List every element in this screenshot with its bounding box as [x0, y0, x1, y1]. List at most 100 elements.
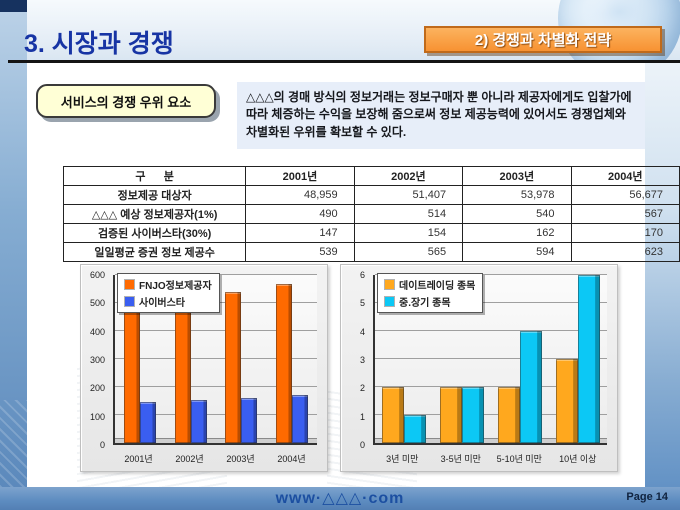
website-url: www·△△△·com: [275, 490, 405, 507]
table-row: △△△ 예상 정보제공자(1%) 490 514 540 567: [62, 204, 680, 224]
section-badge: 2) 경쟁과 차별화 전략: [424, 26, 662, 53]
legend-item: 중.장기 종목: [384, 294, 475, 309]
plot-area: [373, 274, 607, 445]
x-tick-label: 3-5년 미만: [440, 454, 481, 464]
bar-groups: [115, 275, 317, 443]
bar-사이버스타: [190, 399, 207, 443]
gridline: [375, 414, 607, 415]
y-tick-label: 0: [359, 440, 365, 450]
bar-중.장기 종목: [520, 331, 542, 443]
table-header-cell: 2002년: [353, 166, 464, 186]
chart-info-providers: 0 100 200 300 400 500 600 2001년 2002년 2003년 2004년…: [80, 264, 328, 472]
table-header-cell: 구 분: [62, 166, 247, 186]
legend-item: FNJO정보제공자: [124, 277, 212, 292]
y-tick-label: 600: [89, 270, 105, 280]
gridline: [375, 302, 607, 303]
x-tick-label: 2002년: [175, 454, 204, 464]
table-header: 구 분 2001년 2002년 2003년 2004년: [62, 166, 680, 186]
page-title: 3. 시장과 경쟁: [24, 30, 174, 58]
y-tick-label: 300: [89, 355, 105, 365]
bar-FNJO정보제공자: [124, 305, 141, 443]
value-cell: 51,407: [353, 185, 464, 205]
bar-사이버스타: [241, 397, 258, 443]
value-cell: 154: [353, 223, 464, 243]
x-tick-label: 10년 이상: [559, 454, 597, 464]
right-edge-strip: [645, 63, 680, 487]
value-cell: 539: [245, 242, 355, 262]
bar-중.장기 종목: [578, 275, 600, 443]
bar-FNJO정보제공자: [225, 291, 242, 443]
corner-accent: [0, 0, 27, 12]
table-row: 정보제공 대상자 48,959 51,407 53,978 56,677: [62, 185, 680, 205]
plot-floor: [115, 438, 317, 443]
value-cell: 540: [462, 204, 572, 224]
bar-group: [433, 275, 491, 443]
bar-데이트레이딩 종목: [498, 387, 520, 443]
y-tick-label: 0: [99, 440, 105, 450]
gridline: [375, 386, 607, 387]
bar-사이버스타: [291, 395, 308, 443]
bar-group: [375, 275, 433, 443]
y-tick-label: 100: [89, 411, 105, 422]
bar-group: [216, 275, 267, 443]
y-axis: 0 100 200 300 400 500 600: [81, 270, 110, 450]
value-cell: 514: [353, 204, 464, 224]
bar-groups: [375, 275, 607, 443]
x-tick-label: 3년 미만: [386, 454, 419, 464]
table-header-cell: 2004년: [570, 166, 680, 186]
y-tick-label: 6: [359, 270, 365, 280]
legend-label: FNJO정보제공자: [139, 281, 212, 292]
bar-group: [491, 275, 549, 443]
x-tick-label: 2003년: [226, 454, 255, 464]
y-tick-label: 2: [359, 383, 365, 394]
y-tick-label: 400: [89, 326, 105, 337]
y-axis: 0 1 2 3 4 5 6: [341, 270, 370, 450]
legend-swatch: [124, 296, 135, 307]
value-cell: 56,677: [570, 185, 680, 205]
y-tick-label: 500: [89, 298, 105, 309]
gridline: [375, 330, 607, 331]
legend-label: 중.장기 종목: [399, 298, 451, 309]
y-tick-label: 3: [359, 355, 365, 365]
legend-swatch: [384, 279, 395, 290]
footer-bar: [0, 487, 680, 510]
x-tick-label: 2004년: [277, 454, 306, 464]
row-label-cell: 검증된 사이버스타(30%): [62, 223, 247, 243]
bar-데이트레이딩 종목: [440, 387, 462, 443]
y-tick-label: 200: [89, 383, 105, 394]
gridline: [115, 386, 317, 387]
legend-item: 데이트레이딩 종목: [384, 277, 476, 292]
legend-label: 데이트레이딩 종목: [399, 281, 476, 292]
bar-FNJO정보제공자: [275, 284, 292, 443]
chart-stock-types: 0 1 2 3 4 5 6 3년 미만 3-5년 미만 5-10년 미만 10년 이상 데이트레이…: [340, 264, 618, 472]
callout-description: △△△의 경매 방식의 정보거래는 정보구매자 뿐 아니라 제공자에게도 입찰가…: [237, 82, 645, 149]
value-cell: 53,978: [462, 185, 572, 205]
header-divider: [8, 60, 680, 63]
x-axis-labels: 3년 미만 3-5년 미만 5-10년 미만 10년 이상: [373, 452, 607, 466]
page-number: Page 14: [626, 491, 668, 503]
legend-swatch: [124, 279, 135, 290]
value-cell: 594: [462, 242, 572, 262]
value-cell: 48,959: [245, 185, 355, 205]
gridline: [115, 330, 317, 331]
callout-label: 서비스의 경쟁 우위 요소: [36, 84, 216, 118]
value-cell: 162: [462, 223, 572, 243]
table-header-cell: 2003년: [462, 166, 572, 186]
bar-사이버스타: [140, 401, 157, 443]
y-tick-label: 5: [359, 298, 365, 309]
bar-FNJO정보제공자: [174, 299, 191, 443]
value-cell: 147: [245, 223, 355, 243]
y-tick-label: 4: [359, 326, 365, 337]
value-cell: 565: [353, 242, 464, 262]
table-row: 검증된 사이버스타(30%) 147 154 162 170: [62, 223, 680, 243]
bar-중.장기 종목: [404, 415, 426, 443]
table-header-cell: 2001년: [245, 166, 355, 186]
gridline: [115, 358, 317, 359]
bar-group: [166, 275, 217, 443]
value-cell: 170: [570, 223, 680, 243]
bar-중.장기 종목: [462, 387, 484, 443]
row-label-cell: 일일평균 증권 정보 제공수: [62, 242, 247, 262]
legend-label: 사이버스타: [139, 298, 185, 309]
